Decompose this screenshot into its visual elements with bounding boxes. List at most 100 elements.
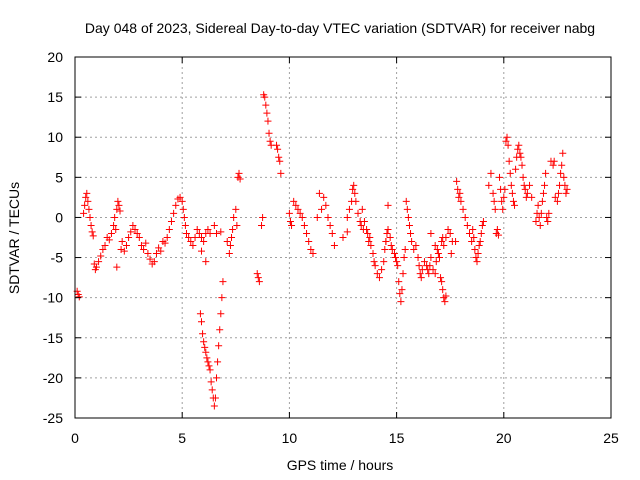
data-point	[89, 232, 97, 240]
data-point	[292, 201, 300, 209]
data-point	[210, 402, 218, 410]
data-point	[507, 181, 515, 189]
data-point	[366, 234, 374, 241]
data-point	[226, 242, 234, 250]
data-point	[523, 189, 531, 197]
data-point	[435, 254, 443, 262]
data-point	[117, 246, 125, 254]
data-point	[472, 254, 480, 262]
data-point	[259, 213, 267, 221]
y-tick-label: -15	[43, 330, 63, 346]
x-tick-label: 10	[282, 430, 298, 446]
data-point	[230, 213, 238, 221]
data-point	[539, 189, 547, 197]
data-point	[320, 193, 328, 201]
data-point	[504, 141, 512, 149]
data-point	[549, 161, 557, 169]
data-point	[365, 238, 373, 246]
data-point	[386, 234, 394, 241]
data-point	[229, 225, 237, 233]
data-point	[470, 234, 478, 241]
data-point	[363, 225, 371, 233]
data-point	[170, 209, 178, 217]
data-point	[542, 169, 550, 177]
data-point	[490, 197, 498, 205]
data-point	[276, 157, 284, 165]
data-point	[535, 213, 543, 221]
data-point	[407, 229, 415, 237]
data-point	[88, 228, 96, 236]
data-point	[86, 213, 94, 221]
data-point	[196, 310, 204, 318]
data-point	[457, 197, 465, 205]
data-point	[398, 286, 406, 294]
data-point	[453, 177, 461, 185]
data-point	[324, 213, 332, 221]
data-point	[255, 278, 263, 286]
data-point	[135, 234, 143, 241]
data-point	[534, 201, 542, 209]
data-point	[210, 221, 218, 229]
data-point	[216, 326, 224, 334]
data-point	[296, 209, 304, 217]
data-point	[303, 229, 311, 237]
x-axis-tick-labels: 0 5 10 15 20 25	[71, 430, 619, 446]
data-point	[286, 217, 294, 225]
data-point	[554, 189, 562, 197]
data-point	[417, 274, 425, 282]
data-point	[477, 229, 485, 237]
data-point	[382, 238, 390, 246]
data-point	[161, 239, 169, 247]
data-point	[214, 358, 222, 366]
data-point	[493, 225, 501, 233]
data-point	[553, 197, 561, 205]
data-point	[152, 250, 160, 258]
data-point	[200, 238, 208, 246]
data-point	[81, 201, 89, 209]
data-point	[193, 225, 201, 233]
data-point	[474, 250, 482, 258]
data-point	[405, 221, 413, 229]
data-point	[110, 221, 118, 229]
data-point	[351, 189, 359, 197]
data-point	[165, 225, 173, 233]
x-axis-label: GPS time / hours	[287, 457, 394, 473]
data-point	[150, 258, 158, 266]
data-point	[202, 348, 210, 356]
data-point	[538, 197, 546, 205]
data-point	[473, 258, 481, 266]
data-point	[559, 149, 567, 157]
data-point	[112, 225, 120, 233]
data-point	[514, 145, 522, 153]
data-point	[107, 229, 115, 237]
data-point	[541, 181, 549, 189]
data-point	[395, 278, 403, 286]
data-point	[204, 225, 212, 233]
data-point	[318, 205, 326, 213]
data-point	[180, 213, 188, 221]
data-point	[503, 133, 511, 141]
data-point	[195, 229, 203, 237]
data-point	[228, 234, 236, 241]
data-point	[339, 234, 347, 241]
data-point	[455, 193, 463, 201]
data-point	[373, 270, 381, 278]
data-point	[277, 169, 285, 177]
data-point	[511, 201, 519, 209]
data-point	[203, 354, 211, 362]
data-point	[408, 238, 416, 246]
data-point	[172, 201, 180, 209]
data-point	[97, 252, 105, 260]
data-point	[401, 246, 409, 254]
data-point	[236, 175, 244, 183]
axis-ticks	[74, 56, 612, 419]
data-point	[475, 242, 483, 250]
data-point	[478, 221, 486, 229]
data-point	[80, 209, 88, 217]
y-tick-label: 15	[47, 89, 63, 105]
data-point	[461, 213, 469, 221]
data-point	[370, 258, 378, 266]
data-point	[447, 250, 455, 258]
data-point	[371, 262, 379, 270]
data-point	[142, 239, 150, 247]
